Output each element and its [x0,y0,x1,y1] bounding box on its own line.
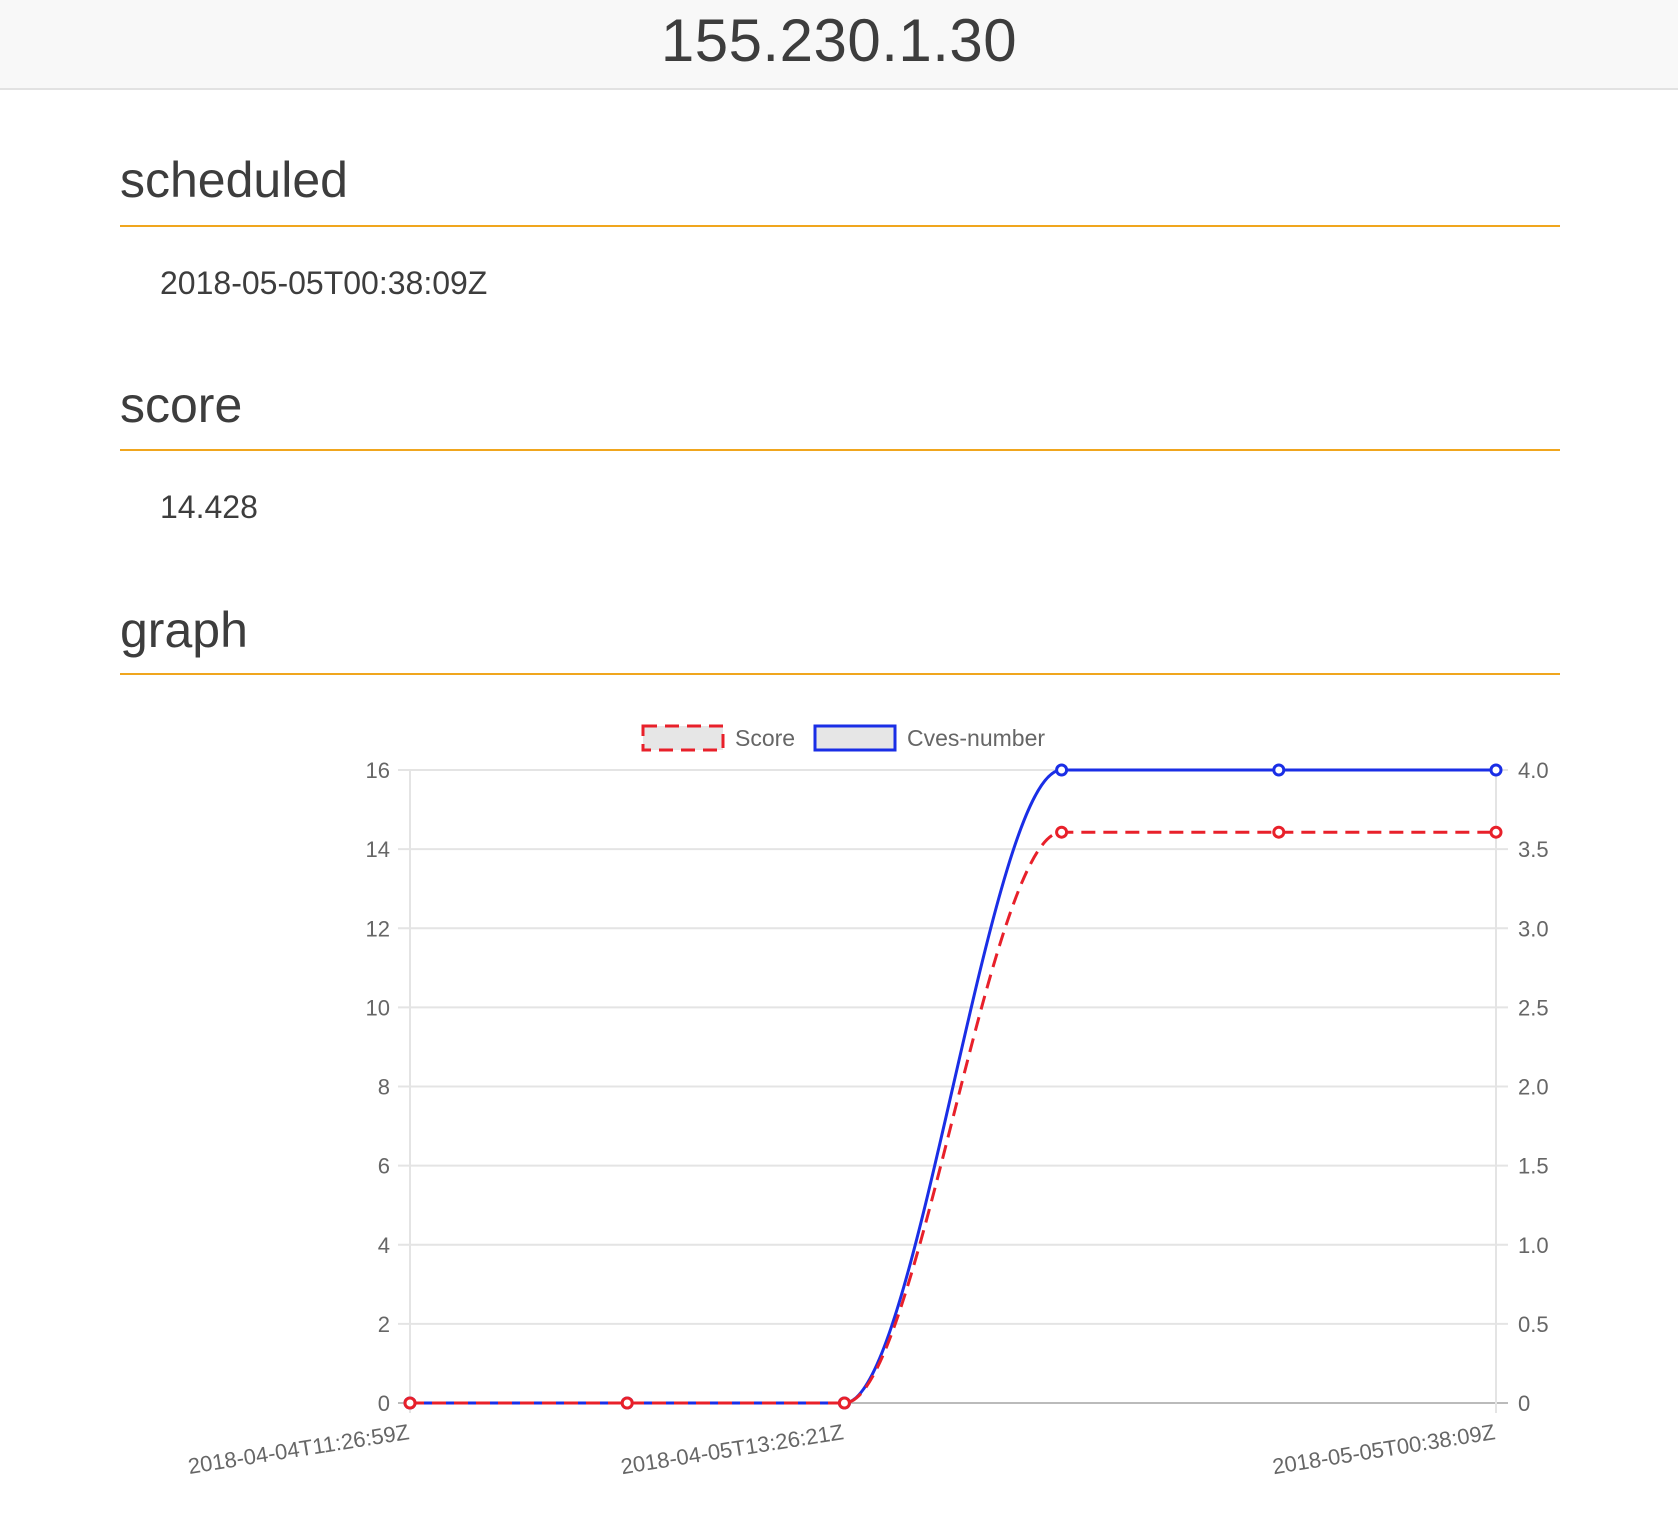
y-right-tick-label: 3.0 [1518,916,1549,941]
data-point-cves-number [1272,763,1286,777]
y-left-tick-label: 8 [378,1075,390,1100]
legend-label-score: Score [735,725,795,751]
score-value: 14.428 [160,489,258,525]
x-tick-label: 2018-05-05T00:38:09Z [1271,1419,1497,1479]
y-left-tick-label: 16 [366,758,390,783]
header-bar: 155.230.1.30 [0,0,1678,90]
page-title: 155.230.1.30 [660,7,1018,74]
data-point-score [1055,825,1069,839]
y-right-tick-label: 1.5 [1518,1154,1549,1179]
data-point-score [1489,825,1503,839]
legend-swatch-cves-number [813,724,897,752]
section-divider-scheduled [120,225,1560,227]
y-left-tick-label: 0 [378,1391,390,1416]
section-divider-score [120,449,1560,451]
data-point-score [837,1396,851,1410]
y-right-tick-label: 0.5 [1518,1312,1549,1337]
y-left-tick-label: 4 [378,1233,390,1258]
section-title-graph: graph [120,602,248,658]
y-left-tick-label: 10 [366,995,390,1020]
y-left-tick-label: 14 [366,837,390,862]
y-left-tick-label: 2 [378,1312,390,1337]
x-tick-label: 2018-04-05T13:26:21Z [619,1419,845,1479]
legend-label-cves-number: Cves-number [907,725,1045,751]
x-tick-label: 2018-04-04T11:26:59Z [186,1419,411,1479]
data-point-score [403,1396,417,1410]
y-right-tick-label: 2.5 [1518,995,1549,1020]
y-left-tick-label: 12 [366,916,390,941]
y-right-tick-label: 3.5 [1518,837,1549,862]
y-right-tick-label: 2.0 [1518,1075,1549,1100]
section-title-score: score [120,377,243,433]
y-right-tick-label: 0 [1518,1391,1530,1416]
legend-swatch-score [641,724,725,752]
data-point-cves-number [1055,763,1069,777]
data-point-score [1272,825,1286,839]
series-line-score [409,830,1496,1405]
data-point-cves-number [1489,763,1503,777]
scheduled-value: 2018-05-05T00:38:09Z [160,265,488,301]
y-left-tick-label: 6 [378,1154,390,1179]
y-right-tick-label: 1.0 [1518,1233,1549,1258]
section-title-scheduled: scheduled [120,152,348,208]
y-right-tick-label: 4.0 [1518,758,1549,783]
section-divider-graph [120,673,1560,675]
data-point-score [620,1396,634,1410]
